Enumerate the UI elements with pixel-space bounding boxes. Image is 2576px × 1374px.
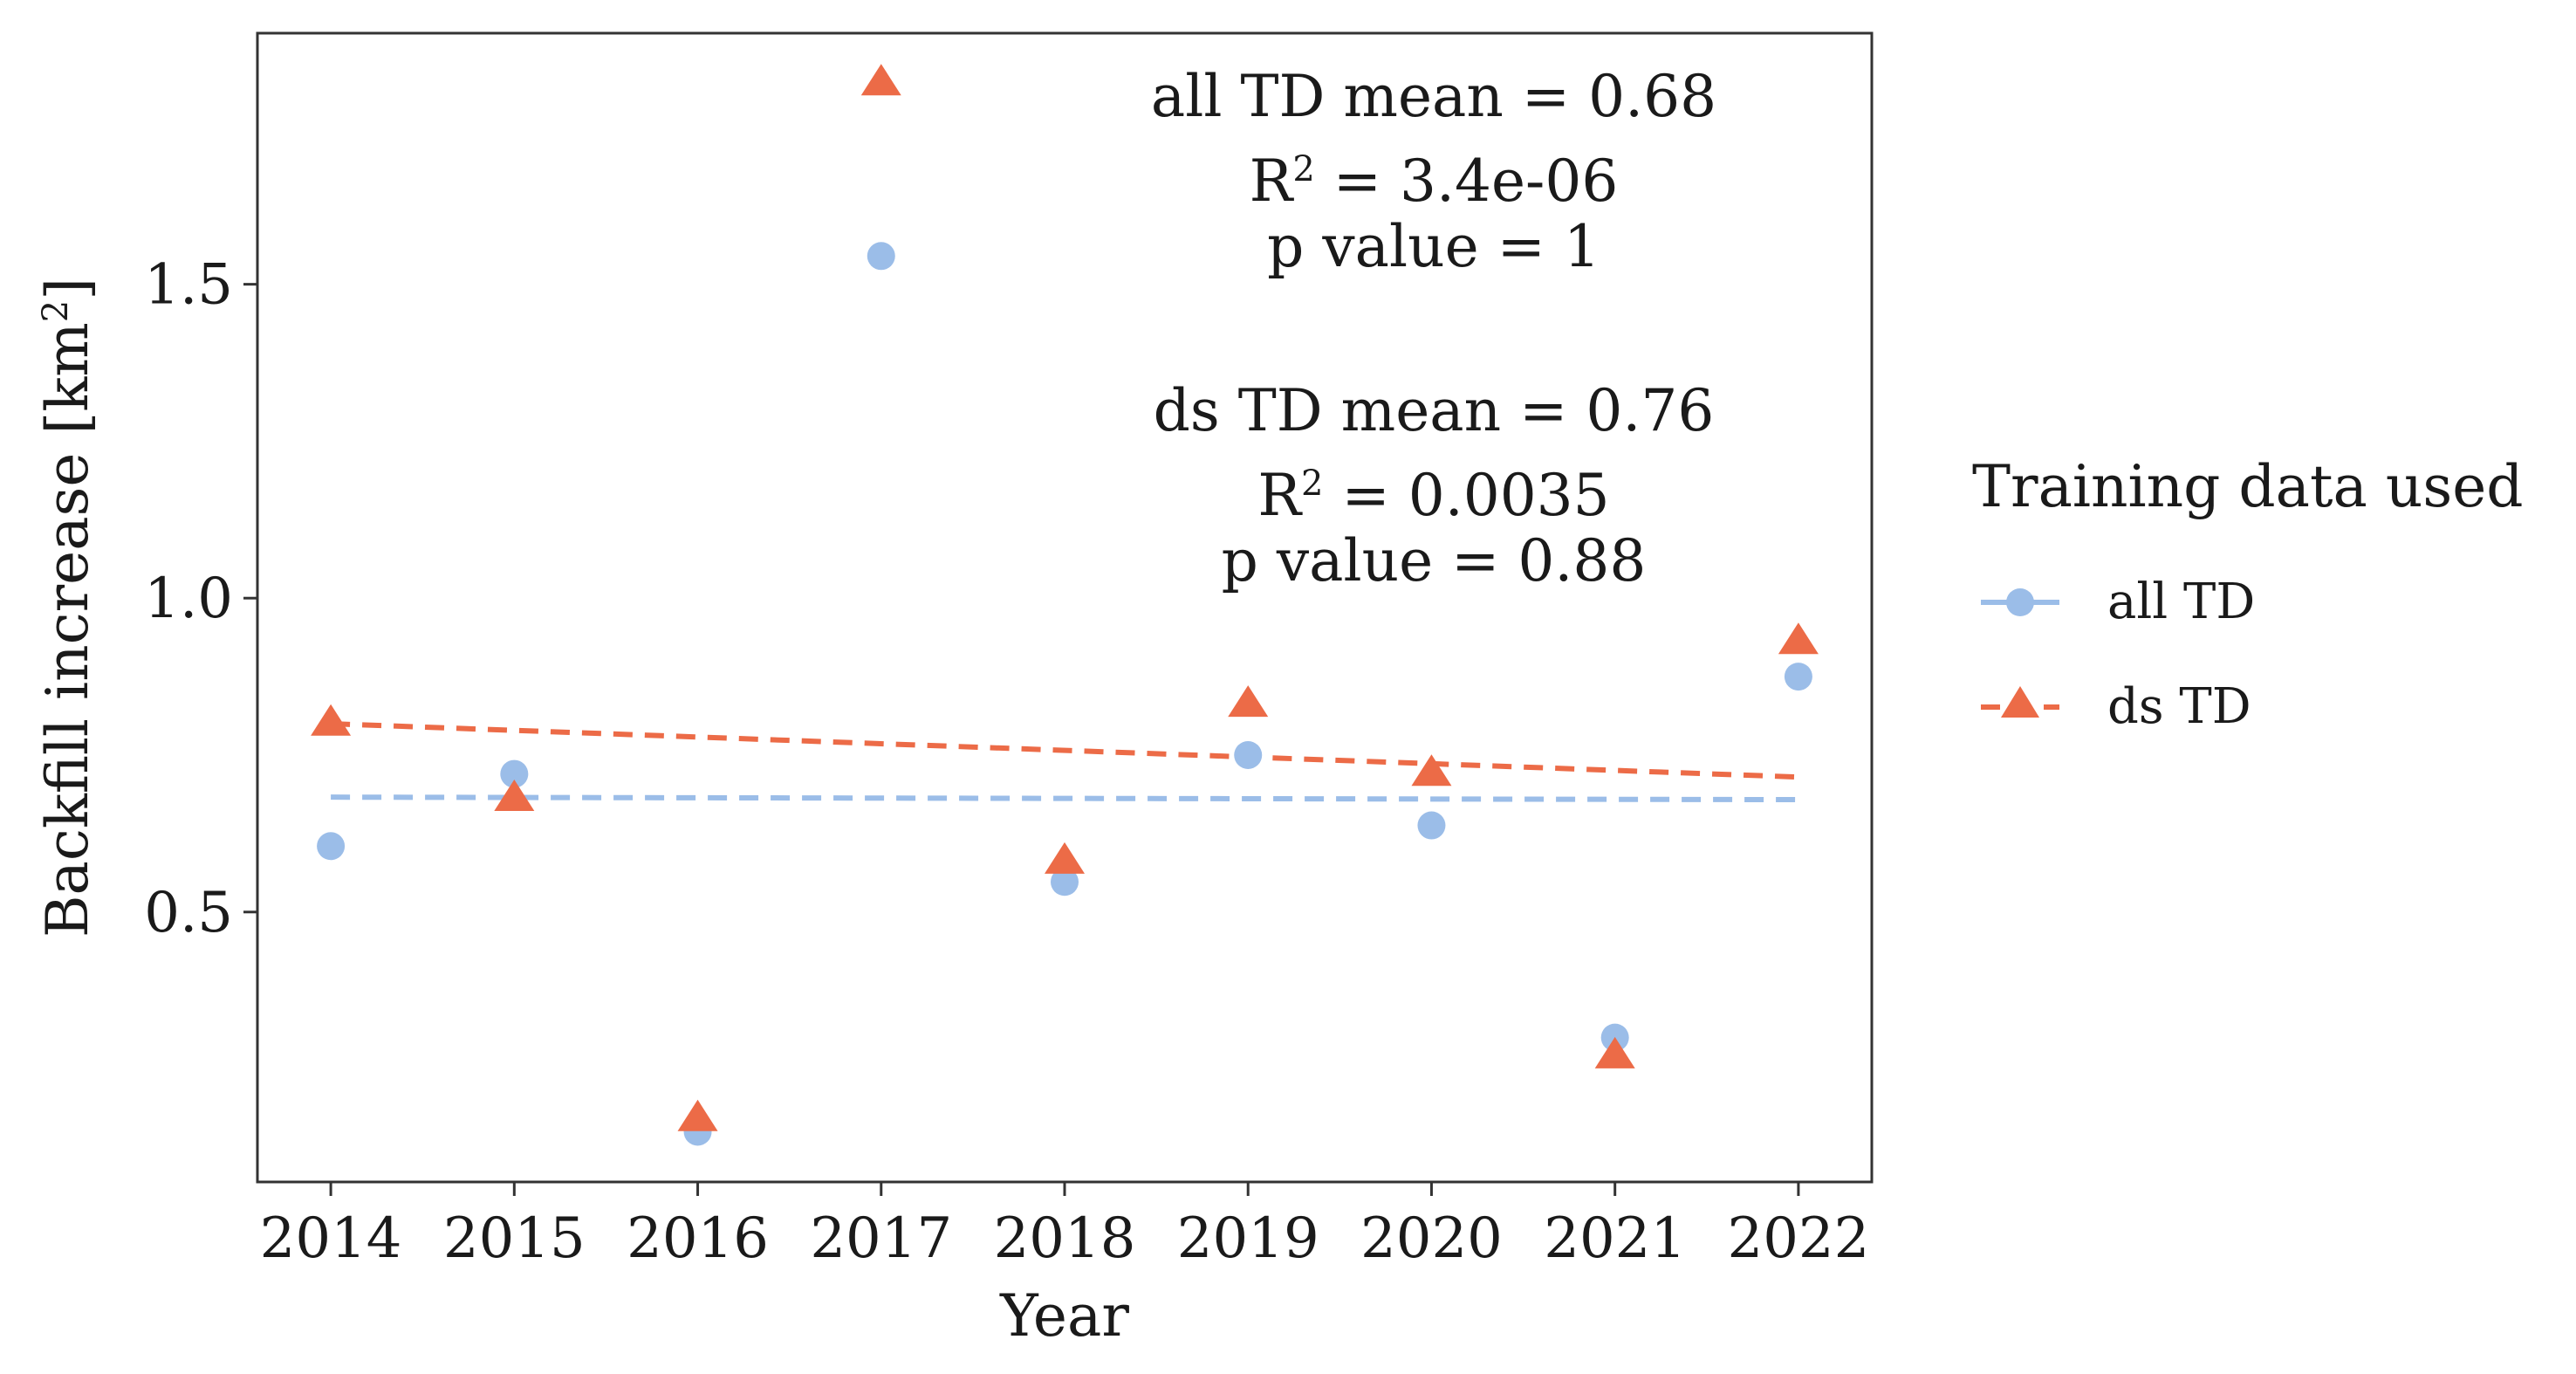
y-tick-label: 0.5 xyxy=(144,881,233,945)
annotation-ds-mean: ds TD mean = 0.76 xyxy=(1154,377,1715,444)
point-ds-td xyxy=(1228,685,1269,718)
point-ds-td xyxy=(1778,622,1819,655)
x-tick-label: 2016 xyxy=(627,1206,769,1271)
x-tick-label: 2018 xyxy=(994,1206,1136,1271)
annotation-ds-p: p value = 0.88 xyxy=(1222,527,1647,594)
y-tick-label: 1.0 xyxy=(144,567,233,631)
x-axis-title: Year xyxy=(999,1282,1129,1350)
trend-line-ds-td xyxy=(330,721,1799,780)
legend-label-ds-td: ds TD xyxy=(2107,678,2251,735)
plot-area xyxy=(256,31,1874,1184)
legend-key-all-circle xyxy=(2006,588,2034,616)
data-points xyxy=(311,64,1819,1146)
annotation-all-mean: all TD mean = 0.68 xyxy=(1151,63,1716,130)
x-tick-label: 2019 xyxy=(1177,1206,1319,1271)
annotation-ds-r2-superscript: 2 xyxy=(1301,464,1323,504)
annotation-all-r2-prefix: R xyxy=(1250,148,1295,215)
legend-entry-all-td: all TD xyxy=(1981,574,2255,630)
point-all-td xyxy=(867,242,895,271)
point-ds-td xyxy=(1411,754,1452,787)
annotation-all-p: p value = 1 xyxy=(1267,213,1600,280)
x-tick-label: 2020 xyxy=(1360,1206,1503,1271)
y-axis-title-main: Backfill increase [km xyxy=(34,322,101,938)
point-ds-td xyxy=(1594,1036,1635,1068)
point-ds-td xyxy=(1045,842,1085,874)
annotation-all-r2-superscript: 2 xyxy=(1292,149,1314,189)
x-tick-label: 2021 xyxy=(1544,1206,1686,1271)
annotation-all-r2: R2 = 3.4e-06 xyxy=(1250,148,1619,215)
point-all-td xyxy=(1234,740,1263,769)
point-ds-td xyxy=(494,780,535,812)
y-axis-title-superscript: 2 xyxy=(36,300,76,322)
legend-key-ds-triangle xyxy=(2001,686,2039,718)
x-tick-label: 2022 xyxy=(1727,1206,1869,1271)
y-tick-label: 1.5 xyxy=(144,253,233,318)
legend-entry-ds-td: ds TD xyxy=(1981,678,2251,735)
point-ds-td xyxy=(860,64,901,96)
y-axis-title-end: ] xyxy=(34,278,101,300)
point-all-td xyxy=(500,759,529,788)
point-all-td xyxy=(1784,663,1812,691)
x-axis: 2014 2015 2016 2017 2018 2019 2020 2021 2022 xyxy=(260,1182,1869,1271)
plot-panel-border xyxy=(256,31,1874,1184)
x-tick-label: 2017 xyxy=(810,1206,952,1271)
annotation-ds-r2: R2 = 0.0035 xyxy=(1257,462,1609,529)
annotation-ds-td: ds TD mean = 0.76 R2 = 0.0035 p value = … xyxy=(1154,377,1715,594)
annotation-all-td: all TD mean = 0.68 R2 = 3.4e-06 p value … xyxy=(1151,63,1716,280)
annotation-ds-r2-prefix: R xyxy=(1257,462,1303,529)
trend-line-all-td xyxy=(331,794,1798,803)
annotation-ds-r2-value: = 0.0035 xyxy=(1323,462,1609,529)
point-ds-td xyxy=(677,1099,718,1131)
annotation-all-r2-value: = 3.4e-06 xyxy=(1315,148,1619,215)
x-tick-label: 2015 xyxy=(443,1206,586,1271)
point-ds-td xyxy=(311,704,352,736)
legend: Training data used all TD ds TD xyxy=(1972,453,2524,735)
y-axis-title: Backfill increase [km2] xyxy=(34,278,101,938)
y-axis: 0.5 1.0 1.5 xyxy=(144,253,257,945)
legend-title: Training data used xyxy=(1972,453,2524,520)
trend-lines xyxy=(330,721,1799,803)
x-tick-label: 2014 xyxy=(260,1206,402,1271)
point-all-td xyxy=(1417,811,1446,840)
point-all-td xyxy=(317,832,346,861)
point-all-td xyxy=(1051,868,1079,897)
legend-label-all-td: all TD xyxy=(2107,574,2255,630)
